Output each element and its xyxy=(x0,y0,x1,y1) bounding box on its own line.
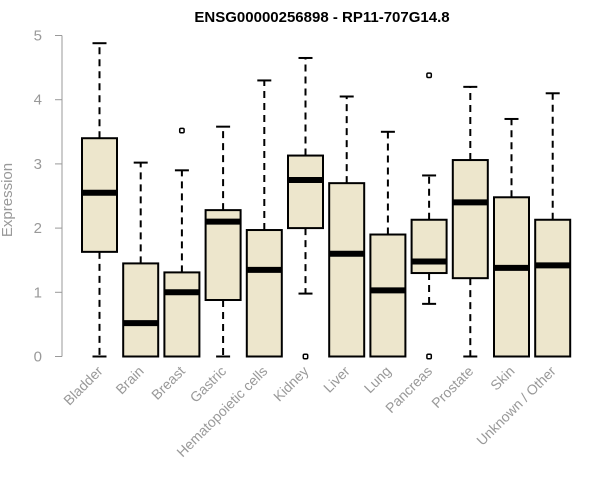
y-tick-label: 0 xyxy=(34,349,42,366)
x-tick-label: Prostate xyxy=(428,363,476,411)
y-tick-label: 3 xyxy=(34,156,42,173)
box-series xyxy=(81,42,572,360)
y-axis-ticks: 0 1 2 3 4 5 xyxy=(34,28,62,366)
box-iqr xyxy=(369,233,407,358)
box-group xyxy=(451,85,489,358)
y-tick-label: 5 xyxy=(34,28,42,45)
box-iqr xyxy=(204,209,242,302)
x-tick-label: Kidney xyxy=(270,363,312,405)
box-group xyxy=(287,56,324,360)
chart-title: ENSG00000256898 - RP11-707G14.8 xyxy=(194,9,449,26)
box-group xyxy=(410,72,448,360)
box-group xyxy=(328,95,366,358)
box-iqr xyxy=(451,159,489,280)
box-iqr xyxy=(410,218,448,275)
x-tick-label: Brain xyxy=(112,363,146,397)
box-iqr xyxy=(287,154,324,230)
x-tick-label: Breast xyxy=(148,363,188,403)
y-axis-title: Expression xyxy=(0,163,16,237)
outlier-point xyxy=(178,127,185,134)
x-tick-label: Bladder xyxy=(60,363,106,409)
box-iqr xyxy=(493,196,530,358)
box-group xyxy=(163,127,201,358)
y-tick-label: 2 xyxy=(34,220,42,237)
box-iqr xyxy=(163,271,201,358)
y-tick-label: 1 xyxy=(34,284,42,301)
x-tick-label: Lung xyxy=(361,363,394,396)
box-group xyxy=(81,42,118,358)
x-tick-label: Liver xyxy=(320,363,353,396)
box-group xyxy=(245,79,283,358)
box-group xyxy=(122,161,160,358)
box-group xyxy=(204,125,242,358)
outlier-point xyxy=(426,72,433,79)
box-iqr xyxy=(245,229,283,358)
box-iqr xyxy=(328,182,366,358)
y-tick-label: 4 xyxy=(34,92,42,109)
box-group xyxy=(493,117,530,358)
outlier-point xyxy=(426,353,433,360)
outlier-point xyxy=(302,353,309,360)
box-iqr xyxy=(122,262,160,358)
box-iqr xyxy=(534,218,572,358)
box-group xyxy=(534,92,572,358)
box-group xyxy=(369,130,407,358)
x-tick-label: Skin xyxy=(487,363,518,394)
